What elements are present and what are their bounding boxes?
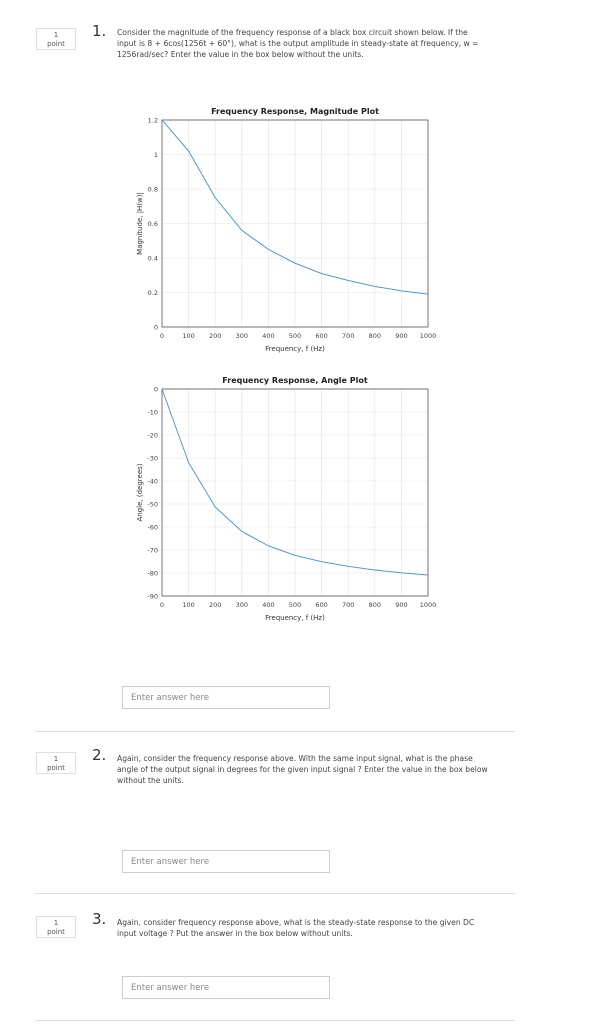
y-tick-label: 0: [154, 386, 158, 394]
x-tick-label: 400: [262, 601, 274, 609]
x-tick-label: 500: [289, 601, 301, 609]
x-tick-label: 600: [315, 601, 327, 609]
y-tick-label: 0.2: [148, 289, 158, 297]
answer-input[interactable]: Enter answer here: [122, 850, 330, 873]
x-axis-label: Frequency, f (Hz): [265, 614, 325, 622]
y-tick-label: 0.4: [148, 255, 158, 263]
x-tick-label: 200: [209, 601, 221, 609]
points-box: 1 point: [36, 28, 76, 50]
x-tick-label: 800: [369, 601, 381, 609]
x-tick-label: 700: [342, 601, 354, 609]
points: 1: [53, 755, 59, 763]
line: [161, 388, 429, 576]
x-tick-label: 800: [369, 332, 381, 340]
points-label: point: [47, 764, 65, 772]
x-tick-label: 700: [342, 332, 354, 340]
y-tick-label: -50: [147, 501, 158, 509]
y-tick-label: -60: [147, 524, 158, 532]
line: [161, 119, 429, 295]
chart-title: Frequency Response, Angle Plot: [222, 376, 368, 385]
y-axis-label: Angle, (degrees): [136, 463, 144, 521]
chart-title: Frequency Response, Magnitude Plot: [211, 107, 379, 116]
x-tick-label: 300: [236, 332, 248, 340]
separator: [35, 1020, 515, 1021]
separator: [35, 731, 515, 732]
x-tick-label: 0: [160, 332, 164, 340]
points: 1: [53, 31, 59, 39]
answer-input[interactable]: Enter answer here: [122, 976, 330, 999]
x-axis-label: Frequency, f (Hz): [265, 345, 325, 353]
y-tick-label: 0: [154, 324, 158, 332]
plot-frame: [161, 388, 429, 597]
separator: [35, 893, 515, 894]
question-text: Consider the magnitude of the frequency …: [117, 28, 479, 59]
x-tick-label: 900: [395, 601, 407, 609]
x-tick-label: 0: [160, 601, 164, 609]
x-tick-label: 200: [209, 332, 221, 340]
y-tick-label: 0.8: [148, 186, 158, 194]
x-tick-label: 600: [315, 332, 327, 340]
question-text: Again, consider frequency response above…: [117, 918, 475, 938]
y-tick-label: -20: [147, 432, 158, 440]
y-tick-label: 1: [154, 151, 158, 159]
points-label: point: [47, 40, 65, 48]
points-box: 1 point: [36, 916, 76, 938]
x-tick-label: 1000: [420, 601, 437, 609]
x-tick-label: 1000: [420, 332, 437, 340]
question-text: Again, consider the frequency response a…: [117, 754, 488, 785]
y-tick-label: -40: [147, 478, 158, 486]
y-tick-label: -70: [147, 547, 158, 555]
x-tick-label: 500: [289, 332, 301, 340]
points-label: point: [47, 928, 65, 936]
x-tick-label: 100: [182, 601, 194, 609]
y-tick-label: -90: [147, 593, 158, 601]
x-tick-label: 900: [395, 332, 407, 340]
question-number: 2.: [92, 746, 107, 764]
y-tick-label: -80: [147, 570, 158, 578]
y-tick-label: -30: [147, 455, 158, 463]
points-box: 1 point: [36, 752, 76, 774]
question-number: 1.: [92, 22, 107, 40]
plot-frame: [161, 119, 429, 328]
answer-input[interactable]: Enter answer here: [122, 686, 330, 709]
y-tick-label: 0.6: [148, 220, 158, 228]
y-tick-label: 1.2: [148, 117, 158, 125]
x-tick-label: 100: [182, 332, 194, 340]
y-axis-label: Magnitude, |H(w)|: [136, 192, 144, 255]
y-tick-label: -10: [147, 409, 158, 417]
points: 1: [53, 919, 59, 927]
question-number: 3.: [92, 910, 107, 928]
x-tick-label: 400: [262, 332, 274, 340]
x-tick-label: 300: [236, 601, 248, 609]
